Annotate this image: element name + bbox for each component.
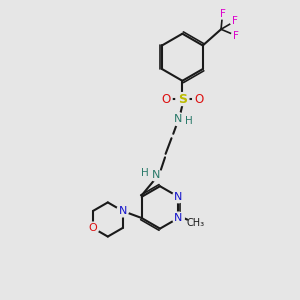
Circle shape — [172, 191, 184, 203]
Text: CH₃: CH₃ — [187, 218, 205, 228]
Text: F: F — [233, 31, 239, 41]
Circle shape — [150, 169, 161, 181]
Text: H: H — [185, 116, 193, 126]
Text: O: O — [194, 93, 203, 106]
Circle shape — [218, 9, 227, 19]
Circle shape — [160, 93, 172, 105]
Text: N: N — [174, 192, 183, 202]
Text: F: F — [232, 16, 238, 26]
Text: O: O — [88, 223, 98, 233]
Circle shape — [193, 93, 205, 105]
Circle shape — [172, 212, 184, 224]
Text: N: N — [174, 213, 183, 223]
Text: N: N — [118, 206, 127, 216]
Circle shape — [117, 205, 128, 217]
Text: N: N — [174, 114, 182, 124]
Text: F: F — [220, 9, 226, 19]
Circle shape — [87, 222, 99, 234]
Circle shape — [176, 93, 189, 106]
Text: S: S — [178, 93, 187, 106]
Text: N: N — [152, 170, 160, 180]
Circle shape — [172, 112, 184, 126]
Text: O: O — [162, 93, 171, 106]
Circle shape — [231, 31, 242, 41]
Circle shape — [188, 215, 204, 232]
Circle shape — [230, 16, 240, 26]
Text: H: H — [141, 168, 149, 178]
